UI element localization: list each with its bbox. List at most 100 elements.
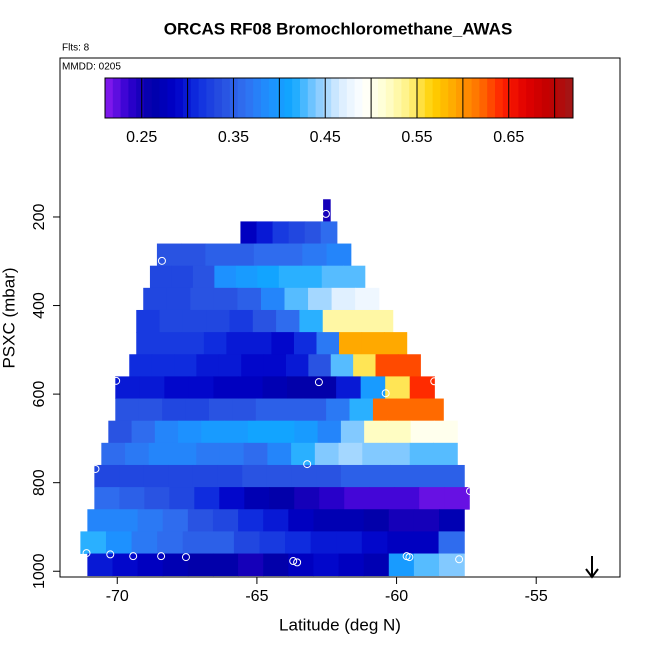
colorbar-tick-label: 0.35 — [218, 129, 249, 146]
curtain-cell — [213, 376, 239, 399]
curtain-cell — [388, 553, 415, 577]
curtain-cell — [320, 221, 338, 244]
curtain-cell — [119, 464, 145, 488]
curtain-cell — [206, 309, 231, 333]
curtain-cell — [365, 464, 391, 488]
plot-frame — [59, 57, 621, 578]
colorbar-swatch — [190, 78, 200, 118]
colorbar-swatch — [112, 78, 122, 118]
curtain-cell — [390, 464, 416, 488]
curtain-cell — [284, 287, 309, 311]
curtain-cell — [308, 354, 332, 377]
colorbar-swatch — [456, 78, 465, 118]
curtain-cell — [287, 376, 313, 399]
colorbar-swatch — [440, 78, 449, 118]
colorbar-swatch — [323, 78, 332, 118]
curtain-cell — [362, 442, 387, 466]
colorbar-tick-label: 0.25 — [126, 129, 157, 146]
curtain-cell — [294, 420, 319, 444]
colorbar-swatch — [534, 78, 543, 118]
colorbar-swatch — [448, 78, 457, 118]
curtain-cell — [361, 531, 388, 554]
colorbar-tick-label: 0.65 — [493, 129, 524, 146]
curtain-cell — [241, 354, 265, 377]
curtain-cell — [340, 420, 365, 444]
curtain-cell — [419, 487, 445, 510]
curtain-cell — [340, 464, 367, 488]
curtain-cell — [188, 376, 215, 399]
curtain-cell — [339, 332, 363, 355]
curtain-cell — [326, 243, 352, 267]
curtain-cell — [412, 531, 440, 554]
curtain-cell — [331, 287, 356, 311]
colorbar-swatch — [417, 78, 426, 118]
curtain-cell — [413, 509, 440, 532]
colorbar-swatch — [479, 78, 488, 118]
curtain-cell — [190, 287, 215, 311]
curtain-cell — [317, 420, 342, 444]
curtain-cell — [313, 553, 340, 577]
curtain-cell — [115, 376, 141, 399]
curtain-cell — [151, 354, 175, 377]
colorbar-swatch — [198, 78, 207, 118]
colorbar-swatch — [557, 78, 566, 118]
curtain-cell — [164, 376, 190, 399]
sample-point — [293, 558, 302, 567]
curtain-cell — [229, 243, 255, 267]
curtain-cell — [219, 442, 245, 466]
colorbar-swatch — [549, 78, 558, 118]
curtain-cell — [444, 487, 470, 510]
sample-point — [181, 553, 190, 562]
colorbar-swatch — [167, 78, 176, 118]
colorbar-swatch — [268, 78, 278, 118]
curtain-cell — [238, 509, 264, 532]
curtain-cell — [419, 398, 444, 422]
colorbar-swatch — [346, 78, 356, 118]
curtain-cell — [394, 487, 420, 510]
curtain-cell — [363, 553, 390, 577]
curtain-cell — [271, 332, 295, 355]
curtain-cell — [112, 553, 139, 577]
curtain-cell — [267, 442, 292, 466]
colorbar-swatch — [409, 78, 418, 118]
colorbar-swatch — [222, 78, 231, 118]
colorbar-swatch — [424, 78, 434, 118]
curtain-cell — [131, 531, 158, 554]
sample-point — [106, 550, 115, 559]
curtain-cell — [363, 509, 390, 532]
curtain-cell — [302, 243, 328, 267]
curtain-cell — [271, 420, 295, 444]
curtain-cell — [346, 309, 370, 333]
curtain-cell — [294, 487, 320, 510]
curtain-cell — [385, 376, 411, 399]
curtain-cell — [279, 398, 304, 422]
colorbar-swatch — [526, 78, 535, 118]
colorbar-swatch — [159, 78, 168, 118]
curtain-cell — [143, 287, 168, 311]
colorbar-swatch — [128, 78, 137, 118]
curtain-cell — [154, 420, 179, 444]
curtain-cell — [218, 354, 242, 377]
curtain-cell — [192, 464, 219, 488]
curtain-cell — [87, 553, 114, 577]
curtain-cell — [208, 531, 235, 554]
curtain-cell — [208, 398, 234, 422]
curtain-cell — [205, 243, 231, 267]
curtain-cell — [410, 420, 435, 444]
colorbar-swatch — [245, 78, 254, 118]
curtain-cell — [196, 442, 221, 466]
curtain-cell — [263, 553, 289, 577]
colorbar-swatch — [518, 78, 527, 118]
curtain-cell — [397, 354, 421, 377]
curtain-cell — [396, 398, 421, 422]
curtain-cell — [409, 376, 435, 399]
colorbar-swatch — [284, 78, 293, 118]
curtain-cell — [321, 265, 344, 289]
curtain-cell — [326, 398, 351, 422]
colorbar-swatch — [331, 78, 340, 118]
curtain-cell — [319, 487, 345, 510]
curtain-cell — [276, 309, 301, 333]
curtain-cell — [182, 531, 209, 554]
colorbar-swatch — [565, 78, 574, 118]
curtain-cell — [285, 354, 309, 377]
